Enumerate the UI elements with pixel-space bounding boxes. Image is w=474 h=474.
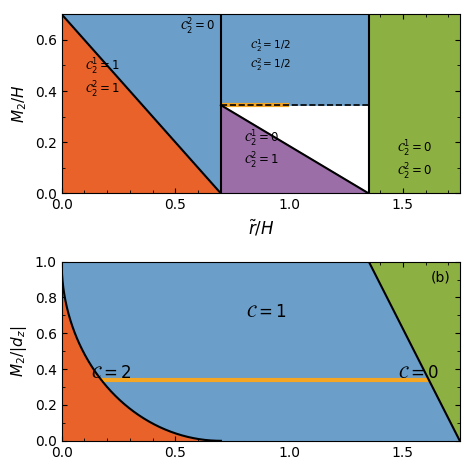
Text: $\mathcal{C} = 2$: $\mathcal{C} = 2$: [91, 364, 132, 382]
Polygon shape: [369, 262, 460, 441]
Text: $\mathcal{C}^1_2 = 1/2$
$\mathcal{C}^2_2 = 1/2$: $\mathcal{C}^1_2 = 1/2$ $\mathcal{C}^2_2…: [250, 37, 292, 73]
Y-axis label: $M_2/|d_z|$: $M_2/|d_z|$: [9, 326, 29, 377]
Polygon shape: [62, 262, 460, 441]
Text: (b): (b): [431, 271, 451, 284]
Text: $\mathcal{C}^2_2 = 0$: $\mathcal{C}^2_2 = 0$: [181, 17, 216, 37]
X-axis label: $\tilde{r}/H$: $\tilde{r}/H$: [247, 218, 274, 238]
Text: $\mathcal{C} = 0$: $\mathcal{C} = 0$: [398, 364, 439, 382]
Text: $\mathcal{C} = 1$: $\mathcal{C} = 1$: [246, 303, 287, 321]
Polygon shape: [62, 14, 369, 193]
Polygon shape: [62, 14, 221, 193]
Y-axis label: $M_2/H$: $M_2/H$: [10, 85, 29, 123]
Text: $\mathcal{C}^1_2 = 1$
$\mathcal{C}^2_2 = 1$: $\mathcal{C}^1_2 = 1$ $\mathcal{C}^2_2 =…: [85, 57, 120, 100]
Text: $\mathcal{C}^1_2 = 0$
$\mathcal{C}^2_2 = 1$: $\mathcal{C}^1_2 = 0$ $\mathcal{C}^2_2 =…: [244, 128, 280, 172]
Polygon shape: [369, 14, 460, 193]
Text: $\mathcal{C}^1_2 = 0$
$\mathcal{C}^2_2 = 0$: $\mathcal{C}^1_2 = 0$ $\mathcal{C}^2_2 =…: [397, 139, 432, 182]
Polygon shape: [62, 262, 221, 441]
Polygon shape: [221, 105, 369, 193]
